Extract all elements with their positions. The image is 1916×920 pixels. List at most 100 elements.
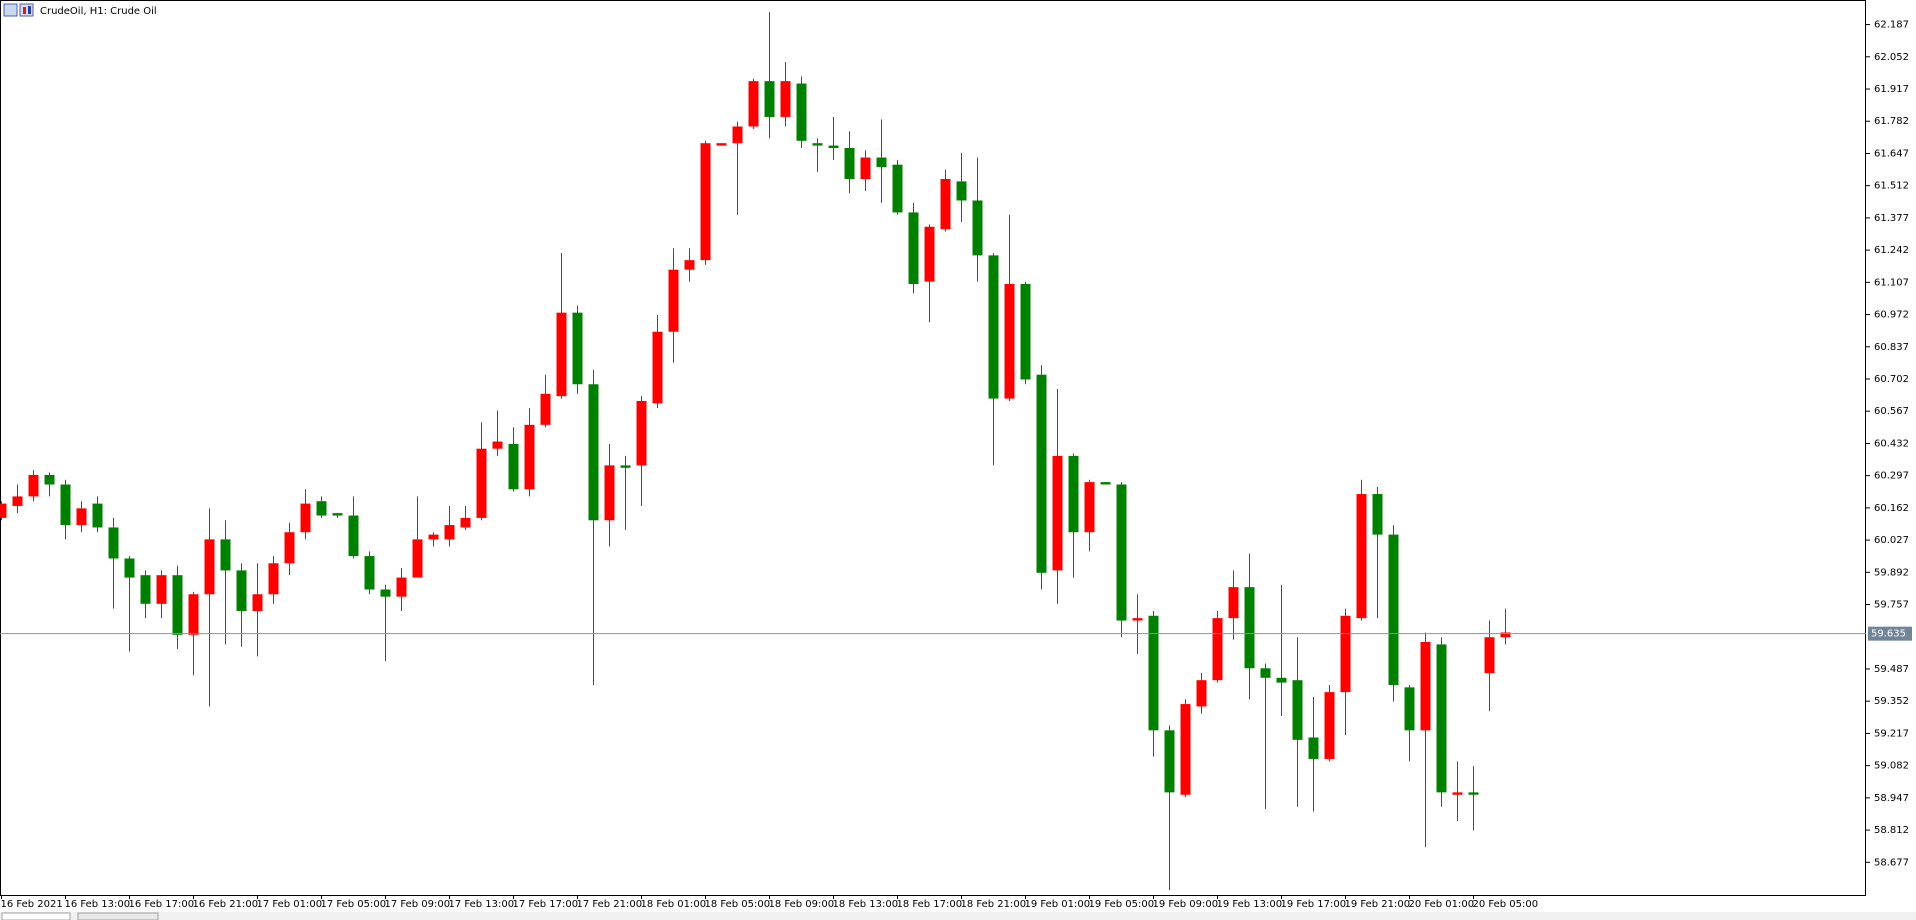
x-tick-label: 17 Feb 05:00 [321,899,387,910]
candle-body [1004,284,1015,399]
candle-body [1020,284,1031,380]
x-tick-label: 18 Feb 17:00 [897,899,963,910]
candle-body [1100,482,1111,485]
y-tick-label: 61.782 [1874,116,1909,127]
candle-body [268,563,279,595]
candle-body [1052,455,1063,571]
candle-body [1196,680,1207,707]
y-tick-label: 61.377 [1874,213,1909,224]
candle-body [428,534,439,540]
candle-body [1260,668,1271,678]
x-tick-label: 18 Feb 13:00 [833,899,899,910]
candle-body [108,527,119,559]
candle-body [876,157,887,168]
x-tick-label: 16 Feb 2021 [1,899,63,910]
candle-body [716,143,727,146]
candle-body [284,532,295,564]
candle-body [1452,792,1463,795]
candle-body [972,200,983,256]
candle-body [1036,374,1047,573]
tab[interactable] [77,912,159,920]
x-tick-label: 20 Feb 05:00 [1473,899,1539,910]
candle-body [156,575,167,604]
candle-body [1084,482,1095,533]
candle-body [28,474,39,497]
x-tick-label: 18 Feb 09:00 [769,899,835,910]
candle-body [252,594,263,611]
x-tick-label: 19 Feb 05:00 [1089,899,1155,910]
y-tick-label: 59.217 [1874,728,1909,739]
candle-body [748,81,759,127]
y-tick-label: 61.647 [1874,148,1909,159]
y-tick-label: 60.972 [1874,310,1909,321]
candle-body [652,331,663,404]
candle-body [812,143,823,146]
candle-body [764,81,775,117]
candle-body [0,503,7,518]
x-tick-label: 17 Feb 09:00 [385,899,451,910]
y-tick-label: 60.027 [1874,535,1909,546]
candle-body [1148,615,1159,731]
y-tick-label: 60.162 [1874,503,1909,514]
x-tick-label: 19 Feb 13:00 [1217,899,1283,910]
y-tick-label: 59.892 [1874,567,1909,578]
candle-body [1356,494,1367,619]
plot-frame [0,0,1866,896]
y-tick-label: 60.567 [1874,406,1909,417]
x-tick-label: 17 Feb 13:00 [449,899,515,910]
x-tick-label: 16 Feb 21:00 [193,899,259,910]
y-tick-label: 58.677 [1874,857,1909,868]
candle-body [1068,455,1079,533]
chart-title: CrudeOil, H1: Crude Oil [40,6,157,17]
candle-body [828,145,839,148]
candle-body [44,474,55,485]
candle-body [1228,587,1239,619]
x-tick-label: 18 Feb 21:00 [961,899,1027,910]
candle-body [1180,704,1191,795]
candle-body [556,312,567,397]
candle-body [940,179,951,230]
x-tick-label: 18 Feb 05:00 [705,899,771,910]
x-tick-label: 17 Feb 01:00 [257,899,323,910]
candle-body [572,312,583,385]
candle-body [460,517,471,528]
candle-body [364,556,375,590]
y-tick-label: 60.432 [1874,438,1909,449]
candle-body [1164,730,1175,793]
y-tick-label: 62.052 [1874,52,1909,63]
y-tick-label: 61.917 [1874,84,1909,95]
candle-body [60,484,71,526]
candle-body [12,496,23,506]
candle-body [1420,642,1431,731]
x-tick-label: 16 Feb 13:00 [65,899,131,910]
candle-body [844,147,855,179]
candle-body [492,441,503,449]
y-tick-label: 58.947 [1874,793,1909,804]
tab[interactable] [1,912,71,920]
tab-bar [0,912,1916,920]
candle-body [1244,587,1255,669]
candle-body [140,575,151,604]
candle-body [668,269,679,332]
candle-body [540,393,551,425]
candle-body [380,589,391,597]
candle-body [732,126,743,144]
candle-body [444,525,455,540]
candle-body [604,465,615,521]
candle-body [1436,644,1447,793]
candle-body [1308,737,1319,759]
y-tick-label: 60.702 [1874,374,1909,385]
candle-body [1116,484,1127,621]
candle-body [124,558,135,578]
candle-body [1468,792,1479,795]
candle-body [780,81,791,117]
candle-body [700,143,711,261]
y-tick-label: 60.297 [1874,471,1909,482]
candle-body [412,539,423,578]
candle-body [924,226,935,282]
x-tick-label: 20 Feb 01:00 [1409,899,1475,910]
x-tick-label: 16 Feb 17:00 [129,899,195,910]
y-tick-label: 58.812 [1874,825,1909,836]
candle-body [956,181,967,201]
candle-body [524,424,535,490]
